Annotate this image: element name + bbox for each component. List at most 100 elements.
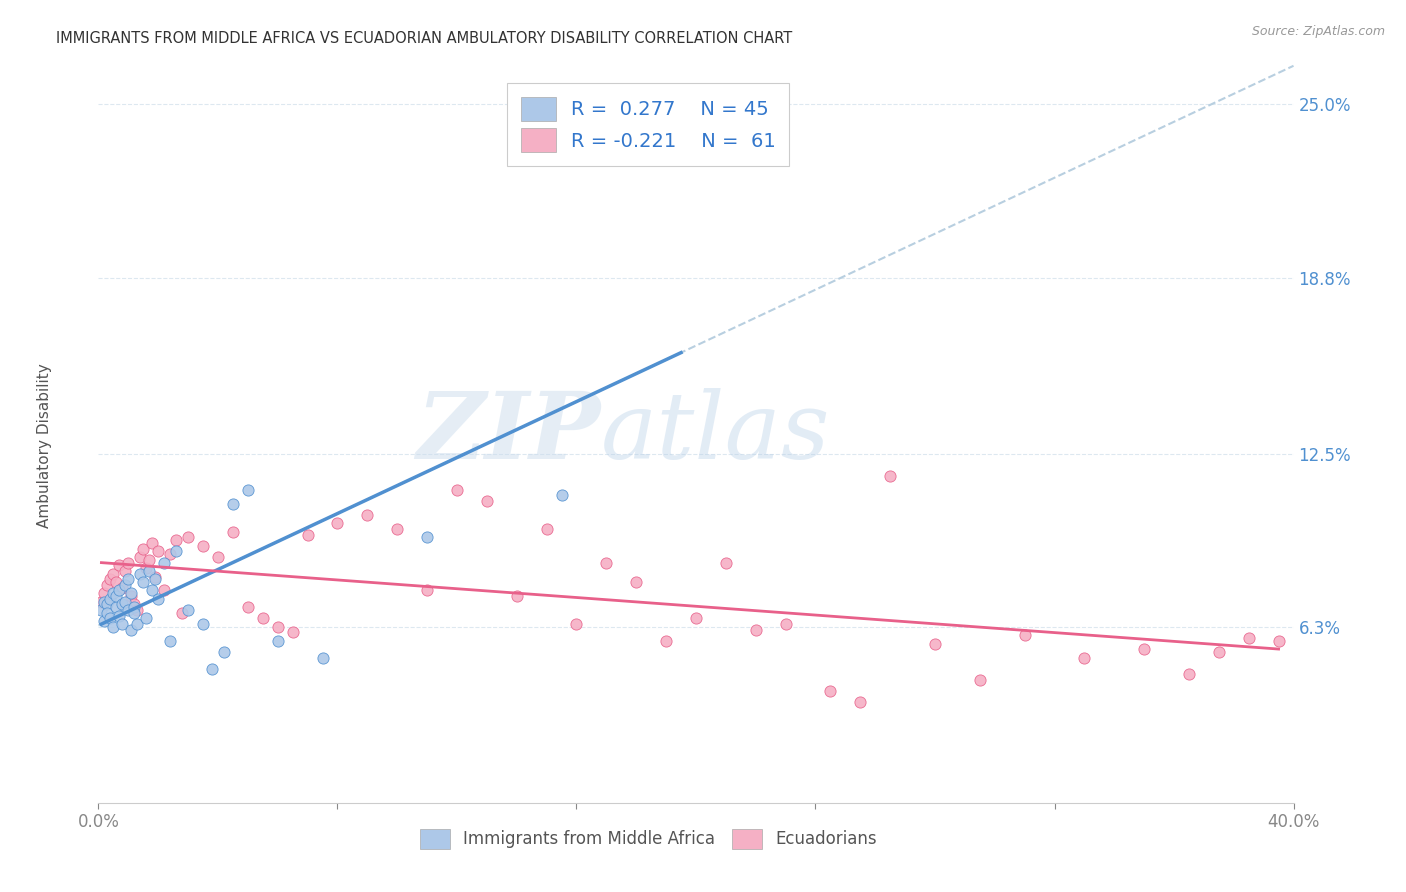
Point [879,469,901,483]
Point [108,558,131,573]
Point [969,673,991,687]
Point [148,544,170,558]
Point [655,633,678,648]
Point [124,600,146,615]
Point [236,600,259,615]
Point [236,483,259,497]
Point [222,524,245,539]
Point [565,617,588,632]
Point [775,617,797,632]
Point [416,583,439,598]
Point [356,508,378,522]
Point [191,617,214,632]
Point [111,581,134,595]
Point [93,594,115,608]
Point [222,497,245,511]
Point [120,589,142,603]
Point [626,575,648,590]
Point [201,662,224,676]
Point [536,522,558,536]
Point [105,600,128,615]
Point [669,153,692,168]
Point [475,494,498,508]
Point [153,583,176,598]
Point [124,598,146,612]
Point [114,594,136,608]
Point [93,614,115,628]
Point [117,572,139,586]
Point [117,556,139,570]
Point [207,549,229,564]
Point [103,620,125,634]
Point [1073,650,1095,665]
Point [550,488,572,502]
Point [177,530,200,544]
Point [129,566,152,581]
Point [311,650,333,665]
Point [111,598,134,612]
Point [141,536,163,550]
Point [1208,645,1230,659]
Point [135,611,157,625]
Point [849,695,872,709]
Point [138,564,160,578]
Point [114,564,136,578]
Point [103,586,125,600]
Point [165,544,187,558]
Point [252,611,274,625]
Point [924,636,946,650]
Text: Ambulatory Disability: Ambulatory Disability [38,364,52,528]
Point [595,556,617,570]
Point [385,522,409,536]
Point [281,625,304,640]
Point [96,578,118,592]
Point [820,684,842,698]
Point [114,578,136,592]
Point [124,606,146,620]
Point [1237,631,1260,645]
Point [1133,642,1156,657]
Point [191,539,214,553]
Point [132,575,155,590]
Point [148,591,170,606]
Point [714,556,737,570]
Point [267,620,290,634]
Point [177,603,200,617]
Point [143,569,166,583]
Point [90,594,112,608]
Point [98,611,122,625]
Point [108,583,131,598]
Point [111,617,134,632]
Point [416,530,439,544]
Text: Source: ZipAtlas.com: Source: ZipAtlas.com [1251,25,1385,38]
Point [105,589,128,603]
Point [165,533,187,548]
Point [132,541,155,556]
Point [1178,667,1201,681]
Point [96,606,118,620]
Point [120,623,142,637]
Point [117,603,139,617]
Text: IMMIGRANTS FROM MIDDLE AFRICA VS ECUADORIAN AMBULATORY DISABILITY CORRELATION CH: IMMIGRANTS FROM MIDDLE AFRICA VS ECUADOR… [56,31,793,46]
Point [172,606,194,620]
Point [129,549,152,564]
Point [685,611,707,625]
Point [143,572,166,586]
Point [446,483,468,497]
Point [127,617,149,632]
Point [127,603,149,617]
Point [153,556,176,570]
Point [90,603,112,617]
Text: atlas: atlas [600,388,830,477]
Point [212,645,235,659]
Point [105,575,128,590]
Point [108,608,131,623]
Point [745,623,768,637]
Point [1014,628,1036,642]
Point [96,598,118,612]
Point [267,633,290,648]
Point [138,553,160,567]
Point [98,572,122,586]
Point [98,591,122,606]
Point [159,633,181,648]
